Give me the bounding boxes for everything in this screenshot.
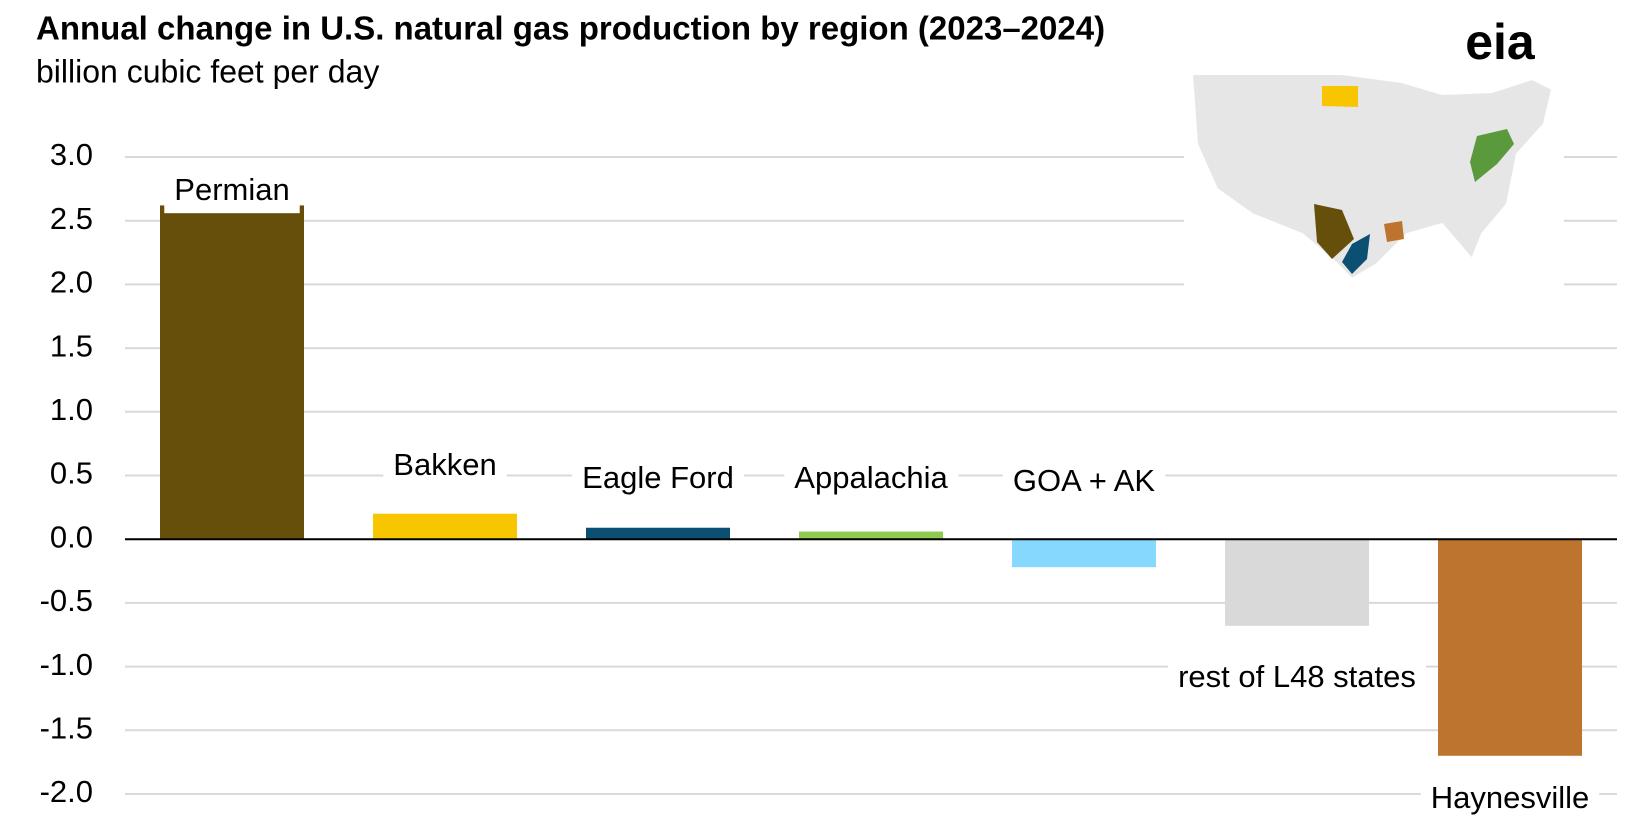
category-label: rest of L48 states xyxy=(1178,659,1416,694)
y-tick-label: -1.0 xyxy=(40,647,93,682)
y-tick-label: -1.5 xyxy=(40,710,93,745)
y-tick-label: -2.0 xyxy=(40,774,93,809)
bar xyxy=(1225,539,1369,626)
y-tick-label: 1.0 xyxy=(50,392,93,427)
eagle-ford-region xyxy=(1342,234,1370,274)
label-background xyxy=(1420,774,1600,822)
y-tick-label: -0.5 xyxy=(40,583,93,618)
category-label: Bakken xyxy=(393,447,496,482)
bakken-region xyxy=(1322,86,1358,107)
label-background xyxy=(572,454,744,502)
chart-title: Annual change in U.S. natural gas produc… xyxy=(36,10,1105,47)
bars xyxy=(160,205,1582,756)
label-background xyxy=(1168,653,1426,701)
haynesville-region xyxy=(1384,221,1404,242)
category-label: Appalachia xyxy=(794,460,948,495)
y-tick-label: 2.5 xyxy=(50,201,93,236)
permian-region xyxy=(1314,204,1354,259)
category-label: Haynesville xyxy=(1431,780,1590,815)
bar xyxy=(1012,539,1156,568)
y-tick-label: 0.5 xyxy=(50,456,93,491)
us-map xyxy=(1190,73,1554,281)
logo: eia xyxy=(1465,14,1536,70)
label-background xyxy=(383,441,507,489)
appalachia-region xyxy=(1470,129,1514,182)
label-background xyxy=(1002,457,1166,505)
y-tick-label: 3.0 xyxy=(50,137,93,172)
bar xyxy=(373,513,517,540)
category-label: Permian xyxy=(174,172,289,207)
category-label: GOA + AK xyxy=(1013,463,1155,498)
bar xyxy=(586,527,730,540)
label-background xyxy=(784,454,959,502)
bar xyxy=(799,531,943,540)
bar xyxy=(1438,539,1582,756)
region-map xyxy=(1184,58,1564,298)
y-tick-label: 0.0 xyxy=(50,519,93,554)
label-background xyxy=(164,166,300,214)
y-tick-label: 1.5 xyxy=(50,328,93,363)
bar xyxy=(160,205,304,540)
y-tick-label: 2.0 xyxy=(50,265,93,300)
chart-subtitle: billion cubic feet per day xyxy=(36,53,379,89)
category-label: Eagle Ford xyxy=(582,460,734,495)
